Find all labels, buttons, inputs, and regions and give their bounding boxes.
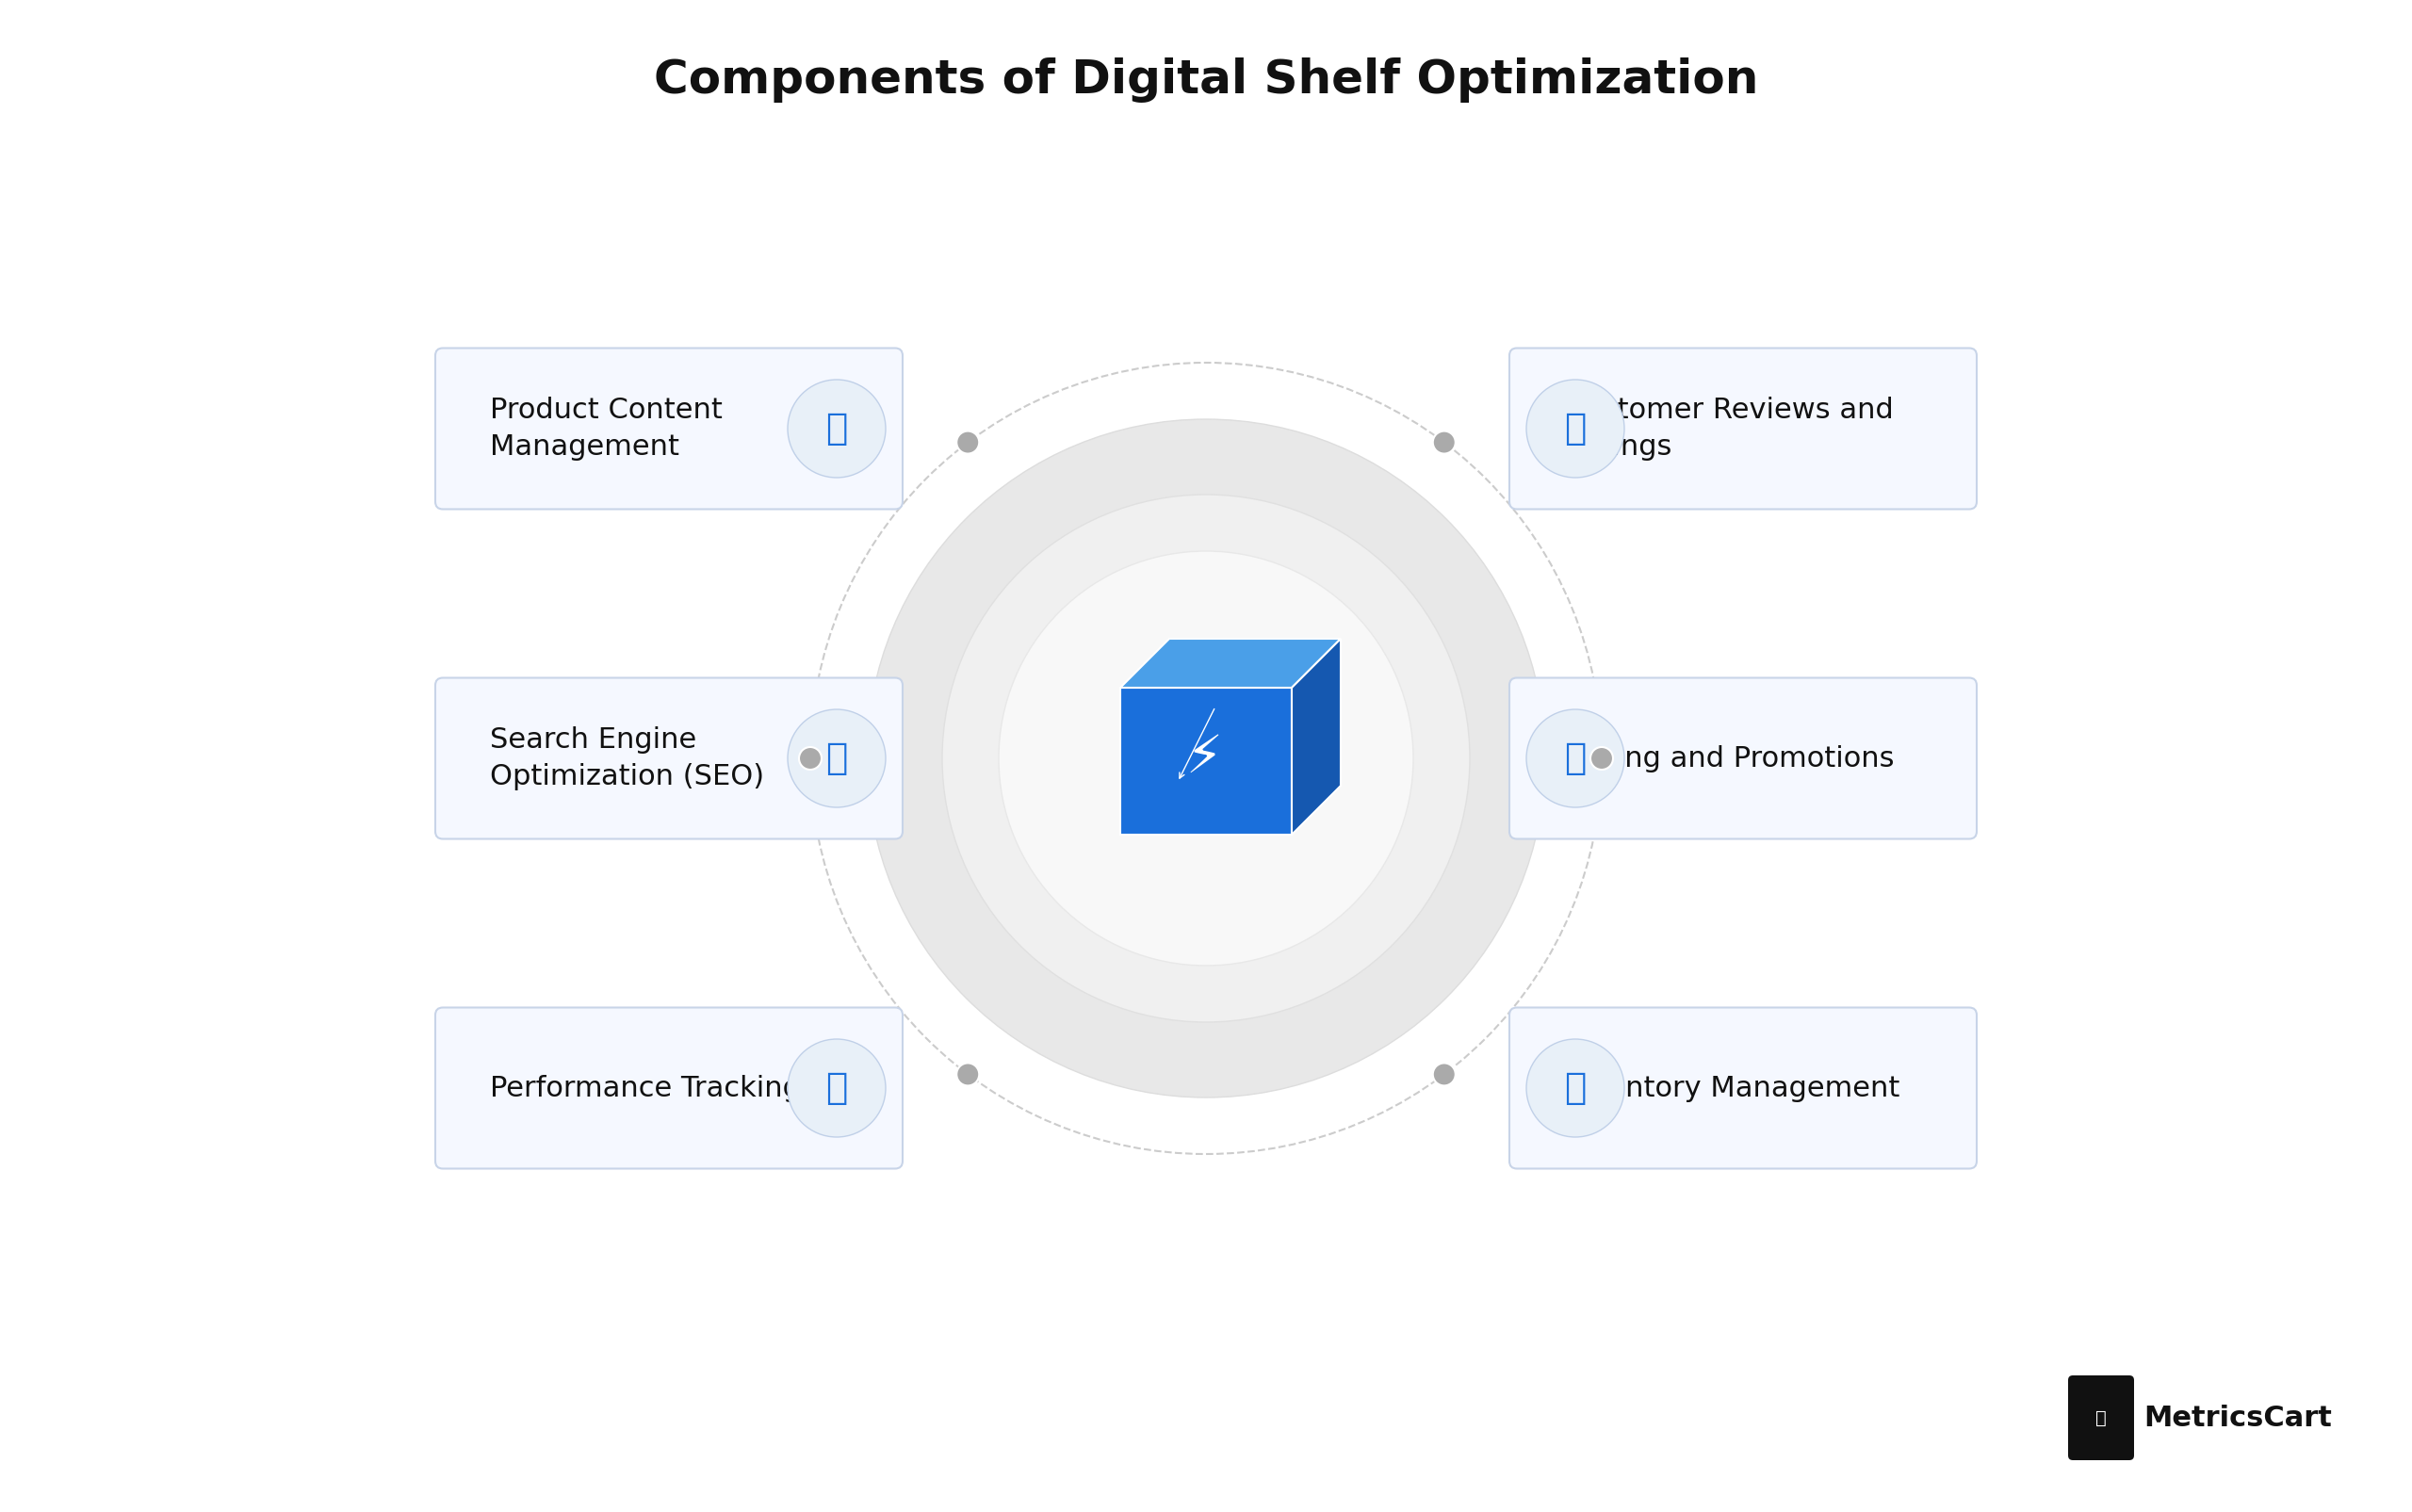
FancyBboxPatch shape [2067,1376,2135,1461]
Text: ⚡: ⚡ [1187,733,1223,783]
Circle shape [1527,380,1623,478]
FancyBboxPatch shape [434,348,902,510]
Text: Inventory Management: Inventory Management [1563,1075,1901,1102]
Circle shape [789,709,885,807]
Circle shape [943,494,1469,1022]
FancyBboxPatch shape [1510,1007,1978,1169]
Circle shape [1590,747,1614,770]
Circle shape [1527,1039,1623,1137]
Text: ⏱: ⏱ [825,1070,847,1105]
Text: Search Engine
Optimization (SEO): Search Engine Optimization (SEO) [490,727,765,789]
Text: 📄: 📄 [825,411,847,446]
FancyBboxPatch shape [434,1007,902,1169]
Circle shape [798,747,822,770]
Circle shape [789,380,885,478]
Text: 📦: 📦 [1565,1070,1587,1105]
Text: Customer Reviews and
Ratings: Customer Reviews and Ratings [1563,398,1893,460]
Circle shape [1433,431,1454,454]
Text: ⭐: ⭐ [1565,411,1587,446]
Text: 📊: 📊 [2096,1409,2106,1427]
FancyBboxPatch shape [1510,677,1978,839]
Polygon shape [1119,638,1341,688]
Circle shape [958,1063,979,1086]
Text: 🏷: 🏷 [1565,741,1587,776]
FancyBboxPatch shape [1510,348,1978,510]
Circle shape [1527,709,1623,807]
Text: Performance Tracking: Performance Tracking [490,1075,801,1102]
Text: Pricing and Promotions: Pricing and Promotions [1563,745,1893,773]
Text: Components of Digital Shelf Optimization: Components of Digital Shelf Optimization [654,57,1758,103]
Circle shape [1433,1063,1454,1086]
Text: Product Content
Management: Product Content Management [490,398,724,460]
FancyBboxPatch shape [434,677,902,839]
Text: 🔍: 🔍 [825,741,847,776]
Text: MetricsCart: MetricsCart [2144,1405,2332,1432]
Circle shape [999,550,1413,966]
Polygon shape [1119,688,1293,835]
Polygon shape [1293,638,1341,835]
Circle shape [866,419,1546,1098]
Circle shape [789,1039,885,1137]
Circle shape [958,431,979,454]
